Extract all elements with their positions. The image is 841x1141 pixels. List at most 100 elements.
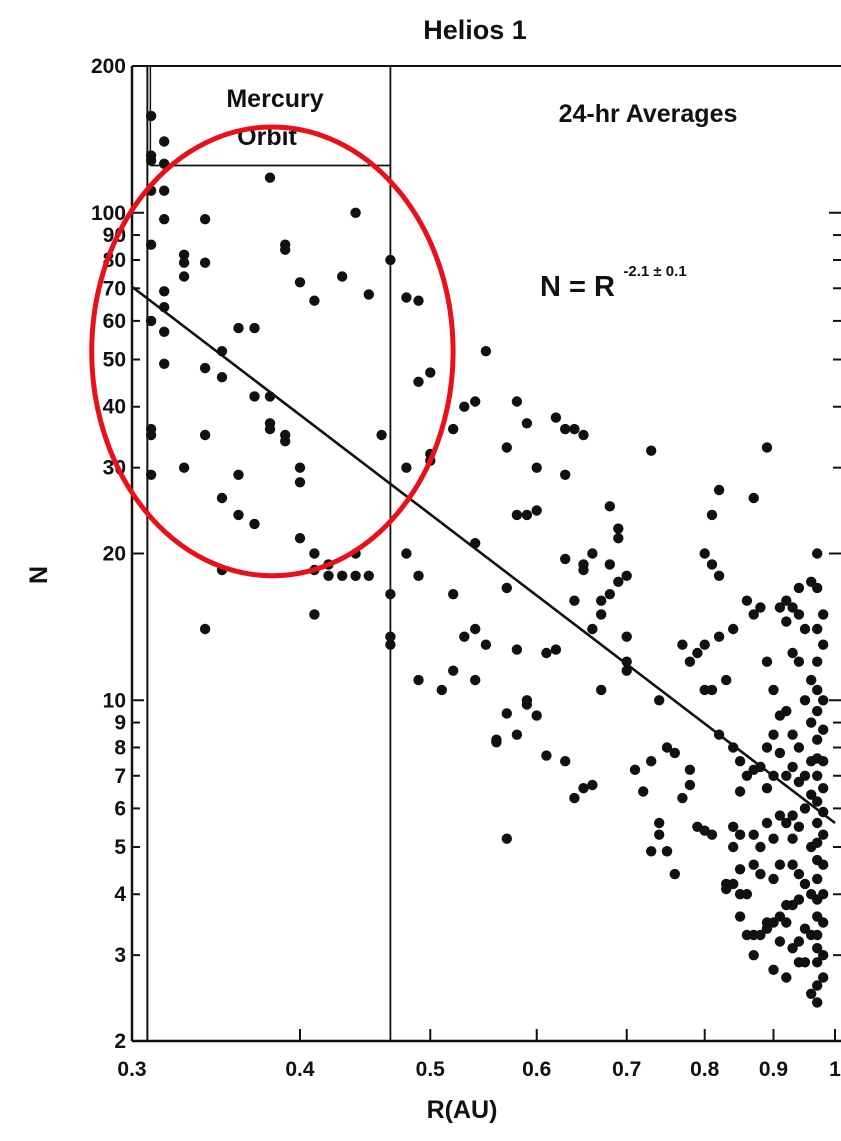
data-point: [818, 950, 829, 961]
data-point: [799, 878, 811, 890]
data-point: [646, 756, 657, 767]
data-point: [159, 286, 170, 297]
data-point: [799, 623, 811, 635]
data-point: [768, 684, 779, 696]
data-point: [501, 833, 512, 844]
data-point: [470, 396, 481, 407]
data-point: [748, 609, 759, 620]
data-point: [812, 873, 823, 885]
x-tick-label: 0.6: [522, 1058, 551, 1081]
data-point: [654, 695, 665, 706]
y-tick-label: 4: [114, 883, 126, 906]
data-point: [145, 239, 157, 250]
data-point: [806, 674, 817, 686]
data-point: [145, 110, 157, 122]
data-point: [596, 609, 607, 620]
data-point: [699, 684, 710, 696]
data-point: [337, 271, 348, 282]
data-point: [309, 609, 320, 620]
data-point: [818, 695, 829, 706]
data-point: [578, 564, 589, 576]
data-point: [818, 724, 829, 735]
plot-area: [130, 65, 841, 1043]
data-point: [706, 559, 718, 570]
data-point: [337, 570, 348, 581]
mercury-label-line1: Mercury: [226, 85, 323, 113]
data-point: [587, 779, 598, 791]
y-tick-label: 50: [103, 349, 126, 372]
data-point: [818, 972, 829, 983]
data-point: [621, 656, 632, 667]
data-point: [812, 980, 823, 991]
data-point: [178, 257, 190, 268]
data-point: [459, 401, 470, 412]
data-point: [812, 705, 823, 717]
data-point: [774, 859, 786, 870]
data-point: [323, 570, 334, 581]
data-point: [159, 185, 170, 196]
data-point: [818, 783, 829, 794]
data-point: [159, 358, 170, 369]
data-point: [385, 254, 396, 266]
data-point: [159, 326, 170, 337]
data-point: [425, 367, 436, 378]
data-point: [145, 429, 157, 441]
data-point: [812, 997, 823, 1008]
data-points: [145, 110, 829, 1008]
data-point: [761, 783, 773, 794]
data-point: [363, 289, 374, 300]
data-point: [249, 518, 260, 530]
data-point: [755, 602, 766, 613]
data-point: [436, 684, 447, 696]
data-point: [604, 501, 615, 512]
data-point: [531, 462, 542, 473]
data-point: [613, 533, 624, 544]
data-point: [713, 484, 725, 496]
data-point: [178, 271, 190, 282]
data-point: [448, 423, 459, 435]
data-point: [755, 868, 766, 880]
data-point: [661, 742, 673, 753]
data-point: [799, 803, 811, 814]
y-axis-label: N: [25, 566, 53, 584]
chart-title: Helios 1: [423, 15, 527, 45]
data-point: [706, 684, 718, 696]
data-point: [812, 734, 823, 745]
x-tick-label: 0.9: [759, 1058, 788, 1081]
data-point: [692, 647, 703, 659]
data-point: [560, 553, 571, 565]
data-point: [761, 442, 773, 453]
data-point: [401, 292, 412, 303]
data-point: [560, 756, 571, 767]
data-point: [569, 792, 580, 804]
data-point: [646, 445, 657, 456]
data-point: [550, 644, 562, 655]
data-point: [677, 792, 688, 804]
data-point: [781, 817, 792, 829]
data-point: [199, 257, 211, 268]
data-point: [511, 644, 523, 655]
y-tick-label: 40: [103, 396, 126, 419]
data-point: [621, 570, 632, 581]
data-point: [741, 770, 753, 781]
y-tick-label: 60: [103, 310, 126, 333]
data-point: [249, 391, 260, 402]
y-tick-label: 9: [114, 712, 126, 735]
data-point: [448, 665, 459, 676]
data-point: [774, 810, 786, 821]
data-point: [413, 376, 424, 387]
data-point: [774, 936, 786, 947]
data-point: [511, 509, 523, 521]
y-tick-label: 2: [114, 1030, 126, 1053]
y-tick-label: 10: [103, 689, 126, 712]
data-point: [768, 729, 779, 740]
data-point: [799, 770, 811, 781]
data-point: [812, 957, 823, 968]
fit-line: [131, 285, 836, 825]
data-point: [280, 436, 291, 447]
data-point: [787, 833, 798, 844]
y-tick-label: 5: [114, 836, 126, 859]
data-point: [781, 770, 792, 781]
data-point: [216, 372, 228, 383]
